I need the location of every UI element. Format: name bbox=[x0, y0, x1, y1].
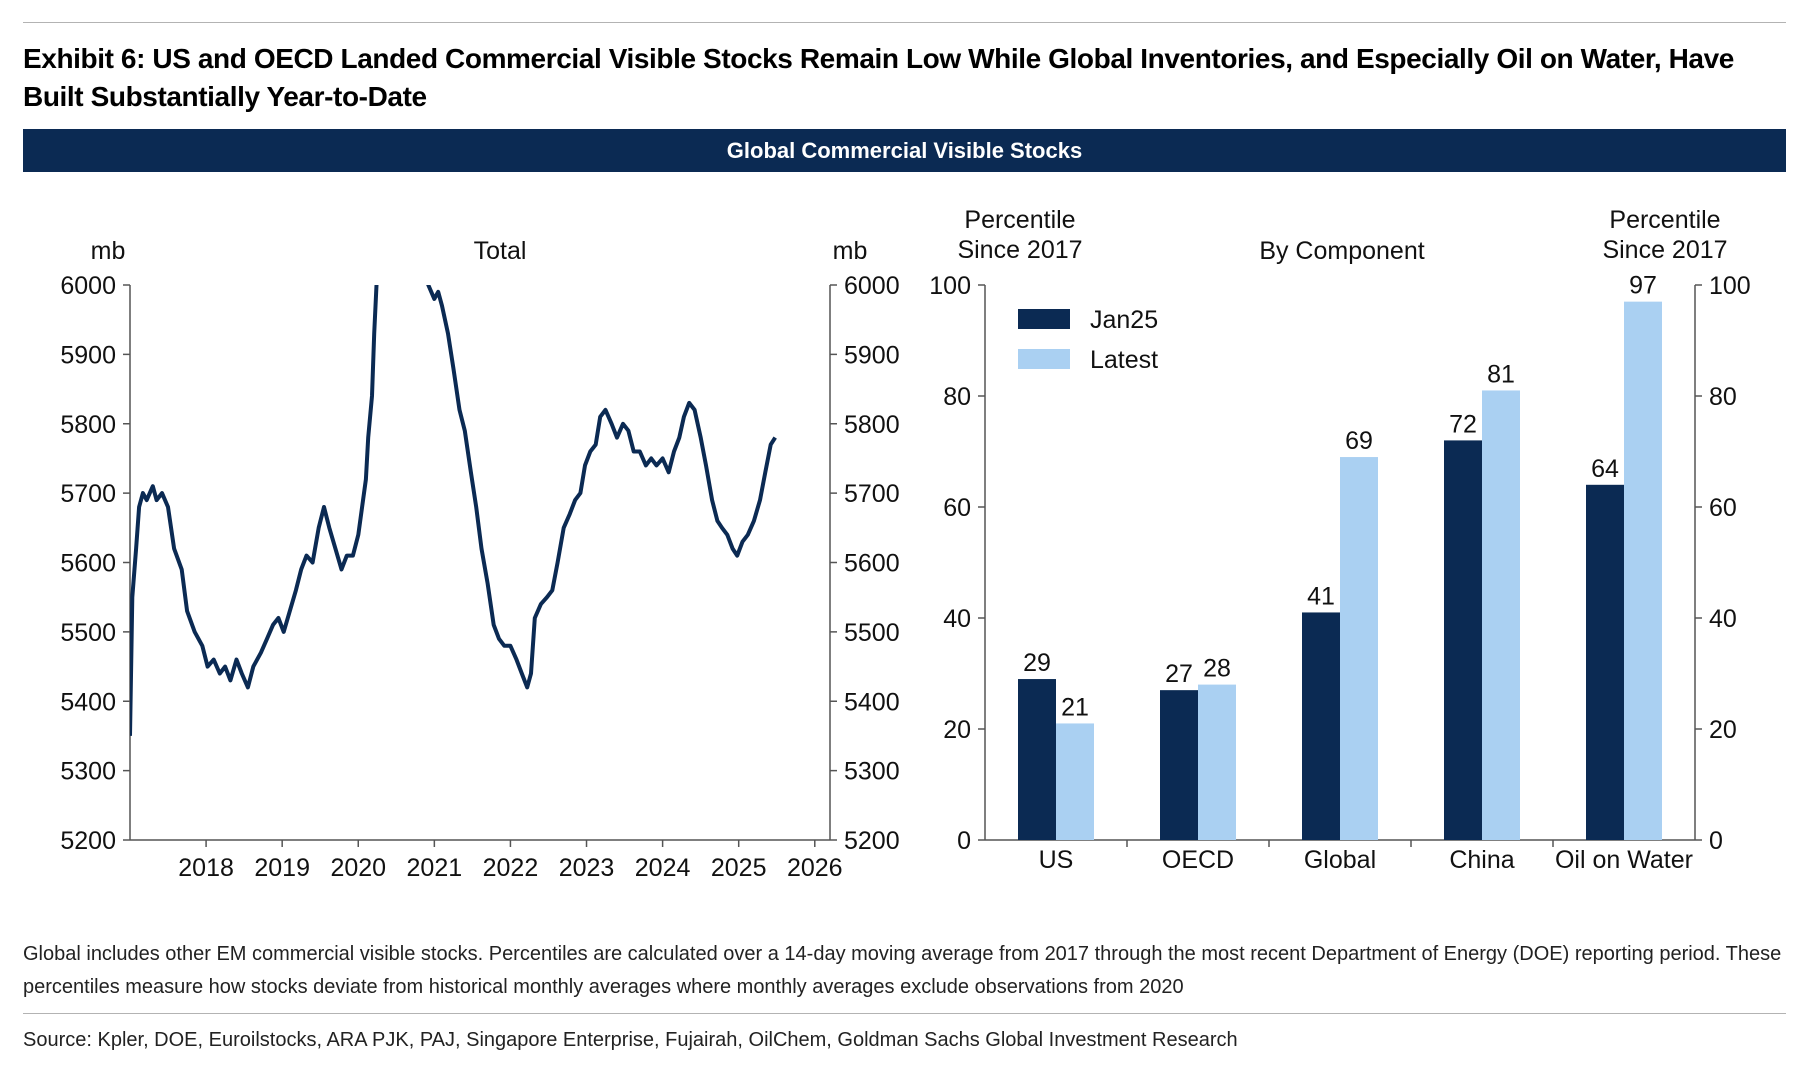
bar-jan25 bbox=[1302, 612, 1340, 840]
y-tick-label-left: 6000 bbox=[60, 272, 116, 300]
y-tick-label-left: 5300 bbox=[60, 758, 116, 786]
y-tick-label-left: 60 bbox=[943, 494, 971, 522]
category-label: Oil on Water bbox=[1555, 846, 1693, 874]
legend-swatch-jan25 bbox=[1018, 309, 1070, 329]
y-tick-label-right: 5400 bbox=[844, 688, 900, 716]
y-tick-label-left: 80 bbox=[943, 383, 971, 411]
bar-value-label: 64 bbox=[1591, 455, 1619, 483]
x-tick-label: 2021 bbox=[407, 854, 463, 882]
bar-value-label: 97 bbox=[1629, 272, 1657, 300]
exhibit-title: Exhibit 6: US and OECD Landed Commercial… bbox=[23, 43, 1734, 112]
x-tick-label: 2024 bbox=[635, 854, 691, 882]
category-label: China bbox=[1449, 846, 1514, 874]
top-rule bbox=[23, 22, 1786, 23]
bar-latest bbox=[1198, 684, 1236, 840]
x-tick-label: 2018 bbox=[178, 854, 234, 882]
y-tick-label-right: 5300 bbox=[844, 758, 900, 786]
source-note: Source: Kpler, DOE, Euroilstocks, ARA PJ… bbox=[23, 1029, 1238, 1051]
x-tick-label: 2026 bbox=[787, 854, 843, 882]
category-label: OECD bbox=[1162, 846, 1234, 874]
category-label: US bbox=[1039, 846, 1074, 874]
y-tick-label-right: 20 bbox=[1709, 716, 1737, 744]
total-stocks-line bbox=[130, 285, 777, 736]
legend-swatch-latest bbox=[1018, 349, 1070, 369]
bar-latest bbox=[1482, 390, 1520, 840]
right-axis-title: Percentile Since 2017 bbox=[1602, 206, 1727, 264]
bar-value-label: 28 bbox=[1203, 655, 1231, 683]
footer-rule bbox=[23, 1013, 1786, 1014]
category-label: Global bbox=[1304, 846, 1376, 874]
bar-latest bbox=[1624, 301, 1662, 840]
bar-value-label: 27 bbox=[1165, 660, 1193, 688]
chart-banner: Global Commercial Visible Stocks bbox=[23, 129, 1786, 172]
y-tick-label-right: 40 bbox=[1709, 605, 1737, 633]
y-tick-label-left: 5900 bbox=[60, 341, 116, 369]
bar-value-label: 81 bbox=[1487, 360, 1515, 388]
y-tick-label-right: 5500 bbox=[844, 619, 900, 647]
y-tick-label-right: 60 bbox=[1709, 494, 1737, 522]
x-tick-label: 2019 bbox=[254, 854, 310, 882]
y-tick-label-right: 5800 bbox=[844, 411, 900, 439]
bar-value-label: 72 bbox=[1449, 410, 1477, 438]
bar-jan25 bbox=[1444, 440, 1482, 840]
y-tick-label-left: 5500 bbox=[60, 619, 116, 647]
x-tick-label: 2023 bbox=[559, 854, 615, 882]
y-tick-label-left: 5600 bbox=[60, 550, 116, 578]
bar-jan25 bbox=[1586, 484, 1624, 840]
bar-jan25 bbox=[1018, 679, 1056, 840]
legend-label: Latest bbox=[1090, 346, 1158, 374]
y-tick-label-left: 5400 bbox=[60, 688, 116, 716]
x-tick-label: 2020 bbox=[330, 854, 386, 882]
left-axis-title: Percentile Since 2017 bbox=[957, 206, 1082, 264]
bar-value-label: 41 bbox=[1307, 582, 1335, 610]
bar-value-label: 21 bbox=[1061, 693, 1089, 721]
y-tick-label-left: 5200 bbox=[60, 827, 116, 855]
bar-value-label: 69 bbox=[1345, 427, 1373, 455]
y-tick-label-right: 100 bbox=[1709, 272, 1751, 300]
y-tick-label-right: 6000 bbox=[844, 272, 900, 300]
y-tick-label-left: 100 bbox=[929, 272, 971, 300]
y-tick-label-left: 0 bbox=[957, 827, 971, 855]
charts-canvas: mb mb Total 5200 5200 5300 5300 5400 5400 5500 550… bbox=[60, 206, 1750, 882]
total-line-chart: mb mb Total 5200 5200 5300 5300 5400 5400 5500 550… bbox=[60, 237, 899, 882]
legend-label: Jan25 bbox=[1090, 306, 1158, 334]
left-axis-unit: mb bbox=[91, 237, 126, 265]
bar-latest bbox=[1056, 723, 1094, 840]
y-tick-label-right: 80 bbox=[1709, 383, 1737, 411]
y-tick-label-right: 5600 bbox=[844, 550, 900, 578]
y-tick-label-right: 5900 bbox=[844, 341, 900, 369]
x-tick-label: 2025 bbox=[711, 854, 767, 882]
bar-latest bbox=[1340, 457, 1378, 840]
line-chart-title: Total bbox=[474, 237, 527, 265]
footnote: Global includes other EM commercial visi… bbox=[23, 943, 1782, 998]
x-tick-label: 2022 bbox=[483, 854, 539, 882]
y-tick-label-right: 0 bbox=[1709, 827, 1723, 855]
y-tick-label-left: 5700 bbox=[60, 480, 116, 508]
component-bar-chart: Percentile Since 2017 Percentile Since 2017… bbox=[929, 206, 1750, 874]
y-tick-label-right: 5700 bbox=[844, 480, 900, 508]
bar-chart-title: By Component bbox=[1259, 237, 1424, 265]
bar-value-label: 29 bbox=[1023, 649, 1051, 677]
y-tick-label-right: 5200 bbox=[844, 827, 900, 855]
bar-jan25 bbox=[1160, 690, 1198, 840]
y-tick-label-left: 5800 bbox=[60, 411, 116, 439]
right-axis-unit: mb bbox=[833, 237, 868, 265]
y-tick-label-left: 40 bbox=[943, 605, 971, 633]
y-tick-label-left: 20 bbox=[943, 716, 971, 744]
